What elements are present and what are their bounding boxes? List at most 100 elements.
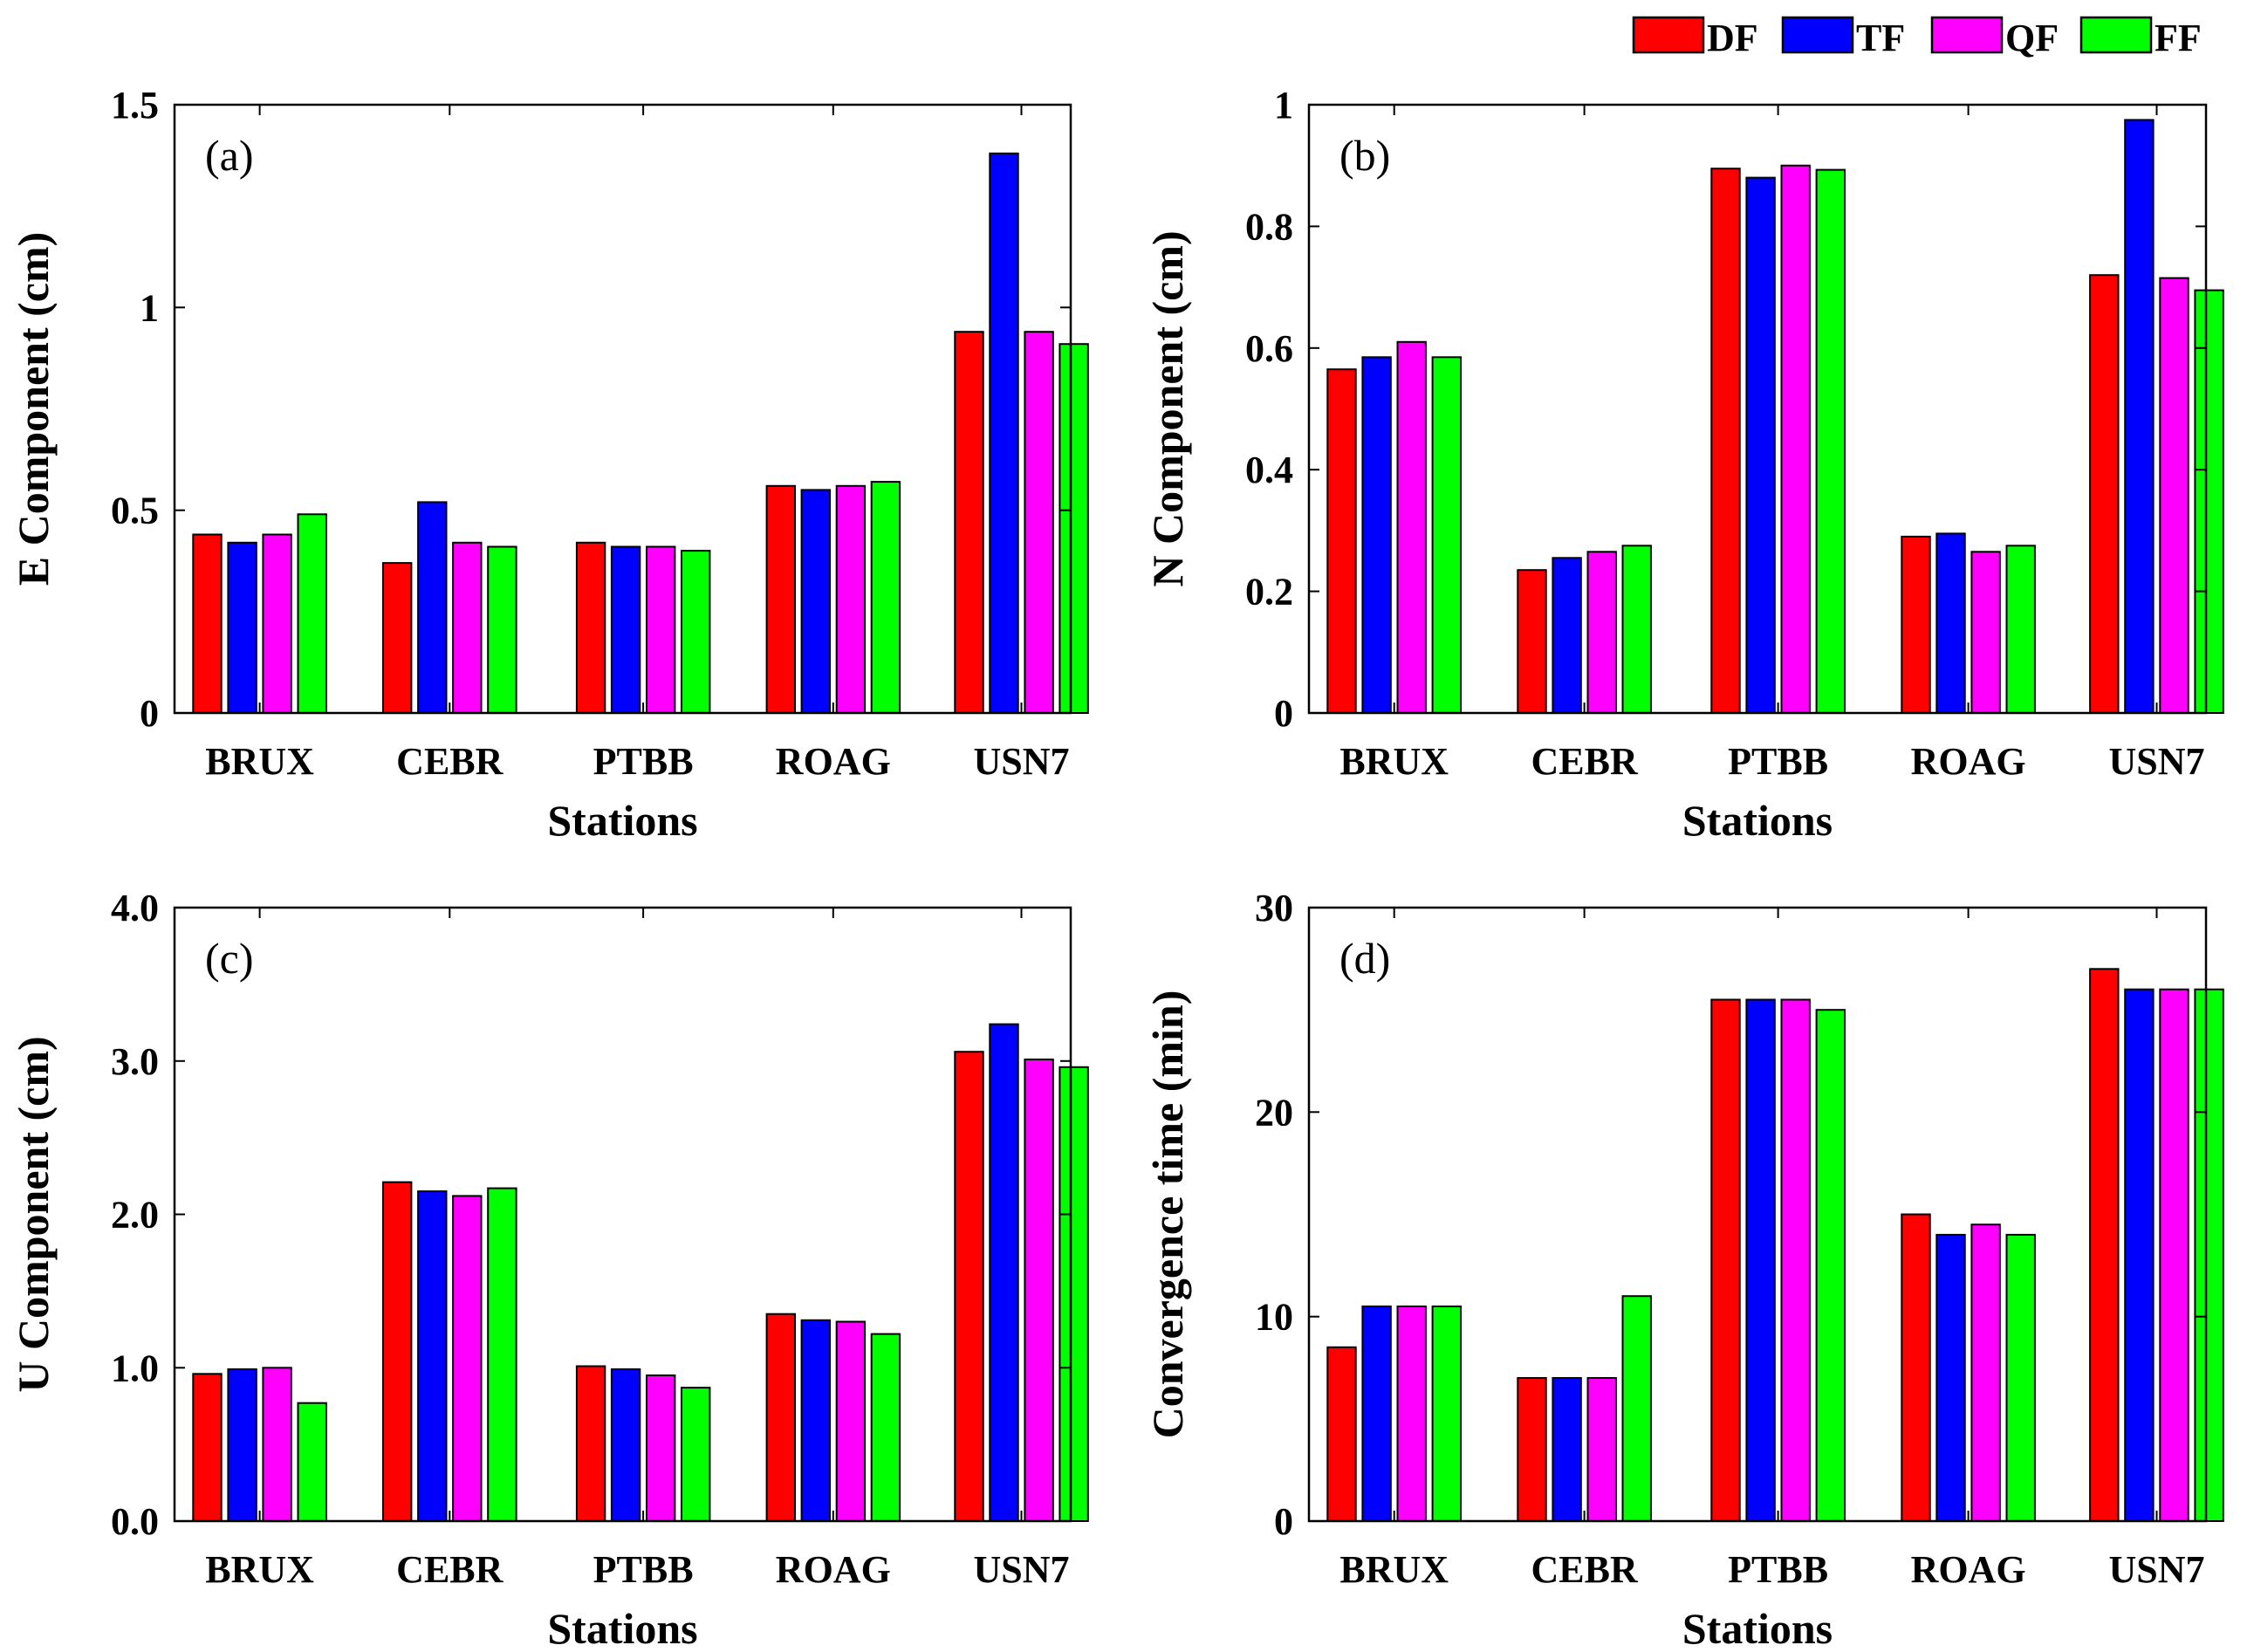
- y-tick-label: 2.0: [111, 1194, 159, 1237]
- y-tick-label: 0.0: [111, 1500, 159, 1543]
- legend-swatch-qf: [1930, 16, 2004, 54]
- bar-ff-roag: [870, 481, 901, 714]
- x-tick-label-ptbb: PTBB: [593, 1548, 694, 1591]
- bar-df-cebr: [1517, 1377, 1547, 1522]
- bar-ff-cebr: [1621, 1295, 1652, 1522]
- x-axis-title: Stations: [547, 1604, 697, 1652]
- y-tick-label: 3.0: [111, 1040, 159, 1083]
- y-tick-label: 1: [140, 286, 159, 329]
- bar-ff-brux: [1431, 356, 1462, 714]
- x-tick-label-brux: BRUX: [1339, 740, 1449, 783]
- bar-ff-brux: [297, 1402, 327, 1522]
- x-tick-label-usn7: USN7: [2108, 1548, 2204, 1591]
- bar-ff-ptbb: [681, 550, 711, 714]
- bar-ff-usn7: [2194, 289, 2224, 714]
- bar-ff-cebr: [1621, 545, 1652, 714]
- bar-ff-usn7: [2194, 988, 2224, 1522]
- bar-qf-brux: [1396, 1306, 1427, 1522]
- y-tick-label: 0: [1274, 1500, 1293, 1543]
- bar-tf-ptbb: [1745, 998, 1776, 1522]
- panel-b: BRUX CEBR PTBB ROAG USN7 0 0.2 0.4 0.6 0.8 1 (b) Sta…: [1143, 84, 2224, 845]
- bar-qf-brux: [262, 1367, 292, 1523]
- x-axis-title: Stations: [1682, 1604, 1833, 1652]
- bar-df-roag: [765, 484, 796, 714]
- bar-ff-roag: [2005, 545, 2036, 714]
- x-tick-label-ptbb: PTBB: [1728, 740, 1828, 783]
- bar-df-brux: [1326, 1346, 1357, 1523]
- bar-qf-cebr: [1586, 551, 1617, 714]
- bar-tf-roag: [800, 1319, 831, 1523]
- y-tick-label: 0.4: [1245, 449, 1293, 491]
- bar-ff-usn7: [1058, 1066, 1089, 1523]
- bar-df-brux: [192, 533, 223, 714]
- x-tick-label-brux: BRUX: [1339, 1548, 1449, 1591]
- bar-df-usn7: [2089, 274, 2120, 714]
- bar-df-cebr: [1517, 569, 1547, 715]
- bar-ff-cebr: [487, 1187, 517, 1522]
- bar-tf-cebr: [417, 1190, 448, 1522]
- legend-swatch-ff: [2079, 16, 2153, 54]
- legend-label-tf: TF: [1856, 17, 1905, 59]
- y-tick-label: 20: [1255, 1091, 1293, 1134]
- x-tick-label-roag: ROAG: [1911, 740, 2026, 783]
- bar-qf-brux: [1396, 340, 1427, 714]
- bar-ff-roag: [2005, 1233, 2036, 1523]
- axes-frame: [173, 906, 1072, 1523]
- axes-frame: [1307, 103, 2208, 715]
- bar-df-roag: [1901, 535, 1931, 715]
- bar-tf-cebr: [1552, 557, 1582, 714]
- bar-df-cebr: [382, 1181, 413, 1522]
- legend-label-ff: FF: [2155, 17, 2202, 59]
- bar-tf-roag: [1935, 1233, 1966, 1523]
- bar-ff-usn7: [1058, 343, 1089, 714]
- bar-df-ptbb: [1710, 998, 1741, 1522]
- axes-frame: [1307, 906, 2208, 1523]
- bar-qf-roag: [835, 1320, 867, 1522]
- x-tick-label-cebr: CEBR: [396, 1548, 504, 1591]
- bar-qf-roag: [835, 484, 867, 714]
- bar-qf-cebr: [1586, 1377, 1617, 1522]
- x-tick-label-cebr: CEBR: [396, 740, 504, 783]
- bar-qf-usn7: [1024, 331, 1054, 714]
- bar-qf-usn7: [2159, 988, 2189, 1522]
- y-tick-label: 10: [1255, 1296, 1293, 1339]
- bar-qf-ptbb: [1780, 998, 1811, 1522]
- bar-tf-usn7: [989, 152, 1019, 715]
- bar-tf-roag: [800, 489, 831, 715]
- y-tick-label: 1.0: [111, 1347, 159, 1389]
- y-tick-label: 0.8: [1245, 205, 1293, 248]
- panel-d: BRUX CEBR PTBB ROAG USN7 0 10 20 30 (d) Stations Co…: [1143, 887, 2224, 1652]
- x-tick-label-usn7: USN7: [973, 1548, 1069, 1591]
- y-tick-label: 0: [1274, 692, 1293, 735]
- bar-tf-roag: [1935, 532, 1966, 715]
- y-tick-label: 0.6: [1245, 327, 1293, 370]
- bar-tf-brux: [1361, 1306, 1392, 1522]
- bar-df-usn7: [2089, 968, 2120, 1523]
- bar-tf-cebr: [417, 501, 448, 715]
- x-tick-label-ptbb: PTBB: [593, 740, 694, 783]
- y-tick-label: 1.5: [111, 84, 159, 127]
- panel-tag: (c): [205, 934, 254, 983]
- bar-df-ptbb: [575, 541, 606, 714]
- y-tick-label: 0.5: [111, 490, 159, 532]
- legend-label-qf: QF: [2005, 17, 2059, 59]
- axes-frame: [173, 103, 1072, 715]
- bar-ff-roag: [870, 1333, 901, 1522]
- y-axis-title: Convergence time (min): [1143, 991, 1192, 1439]
- bar-tf-usn7: [2124, 119, 2155, 714]
- bar-tf-ptbb: [1745, 176, 1776, 715]
- bar-tf-ptbb: [610, 545, 641, 714]
- legend-swatch-tf: [1781, 16, 1854, 54]
- legend: DF TF QF FF: [1632, 16, 2202, 59]
- bar-qf-cebr: [452, 541, 483, 714]
- bar-tf-brux: [1361, 356, 1392, 714]
- bar-ff-ptbb: [681, 1387, 711, 1522]
- legend-swatch-df: [1632, 16, 1705, 54]
- x-tick-label-roag: ROAG: [776, 740, 891, 783]
- bar-qf-cebr: [452, 1195, 483, 1523]
- bar-qf-ptbb: [646, 545, 676, 714]
- bar-qf-ptbb: [646, 1374, 676, 1522]
- x-tick-label-roag: ROAG: [1911, 1548, 2026, 1591]
- x-axis-title: Stations: [547, 796, 697, 845]
